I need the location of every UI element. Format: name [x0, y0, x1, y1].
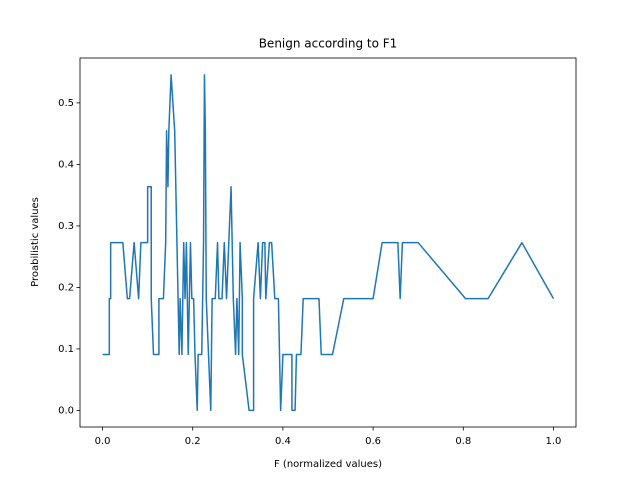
x-axis-label: F (normalized values): [274, 459, 382, 470]
x-tick-label: 1.0: [546, 436, 562, 447]
data-line: [102, 74, 555, 412]
x-tick-label: 0.2: [185, 436, 201, 447]
axes-frame: [79, 57, 577, 428]
y-axis-label: Proabilistic values: [30, 197, 41, 287]
x-tick-label: 0.4: [275, 436, 291, 447]
x-tick-label: 0.6: [365, 436, 381, 447]
x-tick-label: 0.8: [455, 436, 471, 447]
y-tick-label: 0.0: [58, 405, 74, 416]
y-tick-label: 0.1: [58, 344, 74, 355]
y-tick-label: 0.4: [58, 159, 74, 170]
y-tick-label: 0.5: [58, 98, 74, 109]
x-tick-label: 0.0: [95, 436, 111, 447]
chart-title: Benign according to F1: [259, 37, 398, 51]
y-tick-label: 0.3: [58, 221, 74, 232]
y-tick-label: 0.2: [58, 282, 74, 293]
